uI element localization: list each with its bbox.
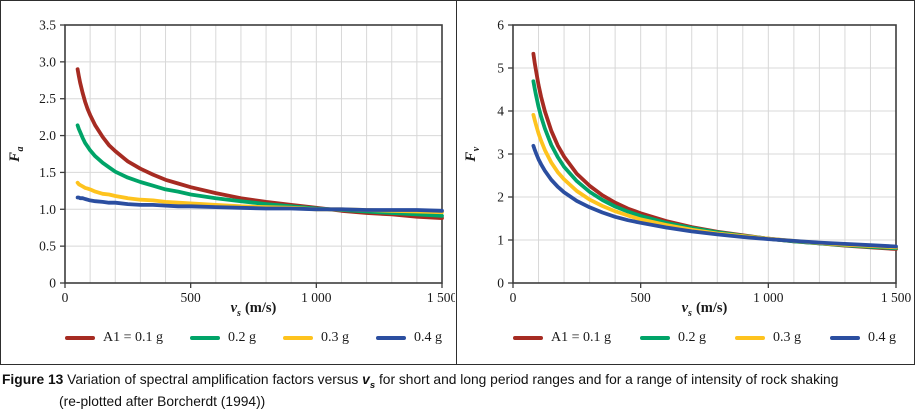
chart-panel-short-period: 0 500 1 000 1 500 0 0.5 1.0 1.5 2.0 2.5 3.0 3.5 Fa … [0, 0, 457, 365]
legend: A1 = 0.1 g 0.2 g 0.3 g 0.4 g [65, 330, 442, 346]
legend-swatch-icon [513, 336, 543, 340]
caption-line-1: Figure 13 Variation of spectral amplific… [2, 372, 839, 391]
legend-item: 0.4 g [375, 330, 442, 346]
x-tick-label: 1 000 [753, 290, 784, 305]
series-line-0-2-g [75, 123, 444, 218]
legend-swatch-icon [375, 336, 406, 340]
short-period-chart: 0 500 1 000 1 500 0 0.5 1.0 1.5 2.0 2.5 3.0 3.5 [39, 18, 455, 306]
axis-ticks [508, 24, 897, 288]
legend-swatch-icon [829, 336, 860, 340]
y-tick-label: 1.5 [39, 165, 56, 180]
legend-item: 0.2 g [640, 330, 706, 346]
legend-label: 0.2 g [228, 330, 256, 345]
legend-label: A1 = 0.1 g [551, 330, 612, 345]
legend-swatch-icon [282, 336, 313, 340]
figure-panels: 0 500 1 000 1 500 0 0.5 1.0 1.5 2.0 2.5 3.0 3.5 Fa … [0, 0, 915, 365]
y-tick-label: 5 [497, 61, 504, 76]
legend-item: 0.3 g [734, 330, 801, 346]
y-tick-label: 3.5 [39, 18, 56, 33]
chart-panel-long-period: 0 500 1 000 1 500 0 1 2 3 4 5 6 Fv vs (m/s) A1 = 0.… [457, 0, 915, 365]
y-tick-label: 3.0 [39, 54, 56, 69]
figure-caption: Figure 13 Variation of spectral amplific… [0, 365, 915, 410]
y-axis-label-fa: Fa [7, 146, 26, 163]
y-tick-label: 1.0 [39, 202, 56, 217]
series-line-0-2-g [531, 79, 898, 251]
legend-item: A1 = 0.1 g [65, 330, 163, 346]
legend-label: 0.2 g [678, 330, 706, 345]
legend-item: 0.4 g [829, 330, 896, 346]
x-tick-label: 1 000 [301, 290, 332, 305]
plot-border [64, 24, 443, 284]
legend: A1 = 0.1 g 0.2 g 0.3 g 0.4 g [513, 330, 896, 346]
x-axis-label: vs (m/s) [681, 300, 728, 319]
x-tick-label: 1 500 [427, 290, 455, 305]
legend-swatch-icon [734, 336, 765, 340]
long-period-chart: 0 500 1 000 1 500 0 1 2 3 4 5 6 [497, 18, 911, 306]
y-tick-label: 0 [497, 276, 504, 291]
legend-swatch-icon [190, 336, 220, 340]
series-line-a1-0-1-g [75, 67, 444, 220]
legend-swatch-icon [65, 336, 95, 340]
legend-label: 0.4 g [413, 330, 442, 345]
legend-item: 0.3 g [282, 330, 349, 346]
x-tick-label: 1 500 [881, 290, 912, 305]
legend-swatch-icon [640, 336, 670, 340]
x-tick-label: 500 [181, 290, 202, 305]
tick-labels: 0 500 1 000 1 500 0 1 2 3 4 5 6 [497, 18, 911, 306]
legend-label: 0.3 g [320, 330, 349, 345]
y-tick-label: 3 [497, 147, 504, 162]
series-line-0-4-g [531, 143, 898, 249]
legend-item: A1 = 0.1 g [513, 330, 611, 346]
y-tick-label: 4 [497, 104, 504, 119]
y-tick-label: 1 [497, 233, 504, 248]
y-tick-label: 6 [497, 18, 504, 33]
y-tick-label: 2.5 [39, 91, 56, 106]
legend-label: 0.4 g [867, 330, 896, 345]
legend-label: 0.3 g [772, 330, 801, 345]
y-axis-label-fv: Fv [463, 146, 482, 162]
legend-label: A1 = 0.1 g [103, 330, 164, 345]
y-tick-label: 2 [497, 190, 504, 205]
x-tick-label: 0 [510, 290, 517, 305]
caption-line-2: (re-plotted after Borcherdt (1994)) [59, 393, 266, 409]
y-tick-label: 0.5 [39, 239, 56, 254]
x-tick-label: 500 [631, 290, 652, 305]
series-line-0-4-g [75, 195, 444, 213]
tick-labels: 0 500 1 000 1 500 0 0.5 1.0 1.5 2.0 2.5 3.0 3.5 [39, 18, 455, 306]
axis-ticks [60, 24, 443, 288]
x-tick-label: 0 [62, 290, 69, 305]
gridlines [65, 25, 442, 283]
series-line-0-3-g [531, 113, 898, 250]
x-axis-label: vs (m/s) [230, 300, 277, 319]
y-tick-label: 2.0 [39, 128, 56, 143]
series-line-a1-0-1-g [531, 51, 898, 251]
plot-border [512, 24, 897, 284]
y-tick-label: 0 [49, 276, 56, 291]
legend-item: 0.2 g [190, 330, 256, 346]
